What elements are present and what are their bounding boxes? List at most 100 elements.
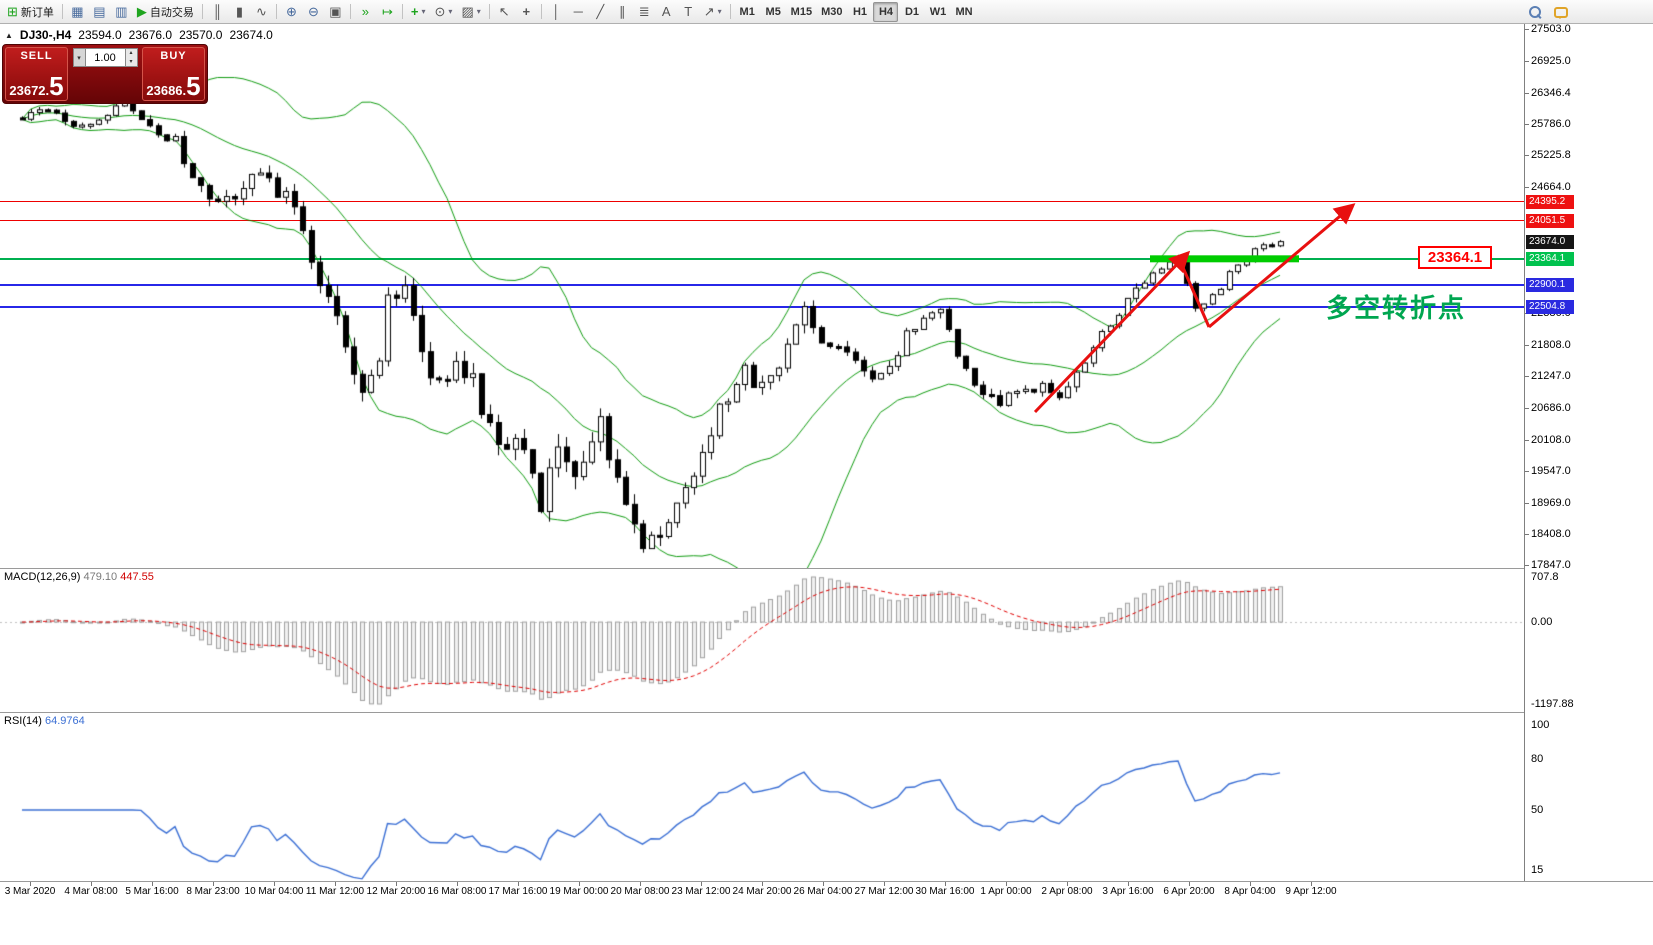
panel-separator[interactable] [0,568,1653,569]
market-watch-button[interactable]: ▤ [89,2,110,22]
market-watch-icon: ▤ [93,4,106,19]
price-scale-label: 27503.0 [1531,22,1571,35]
turning-point-annotation[interactable]: 多空转折点 [1326,293,1467,323]
spin-up-icon[interactable]: ▴ [129,50,133,56]
time-axis-label: 2 Apr 08:00 [1041,886,1093,897]
time-axis[interactable]: 3 Mar 2020 4 Mar 08:00 5 Mar 16:00 8 Mar 23… [0,881,1653,945]
bar-chart-button[interactable]: ║ [207,2,228,22]
scale-tick-mark [1525,407,1529,409]
periods-button[interactable]: ⊙ ▾ [431,2,457,22]
price-scale-label: 19547.0 [1531,464,1571,477]
scale-tick-mark [1525,503,1529,505]
crosshair-icon: + [522,4,531,19]
support-price-label[interactable]: 23364.1 [1418,246,1492,269]
time-tick-mark [1067,882,1068,886]
price-scale[interactable]: 27503.0 26925.0 26346.4 25786.0 25225.8 24664… [1524,22,1653,881]
toolbar-separator [540,4,542,19]
fibonacci-button[interactable]: ≣ [634,2,655,22]
channel-button[interactable]: ∥ [612,2,633,22]
price-badge: 23364.1 [1526,251,1574,266]
scale-tick-mark [1525,186,1529,188]
timeframe-button-m15[interactable]: M15 [787,2,816,22]
timeframe-button-m30[interactable]: M30 [817,2,846,22]
template-icon: ▨ [461,4,474,19]
zoom-in-button[interactable]: ⊕ [281,2,302,22]
time-axis-label: 16 Mar 08:00 [427,886,487,897]
timeframe-button-w1[interactable]: W1 [925,2,950,22]
chevron-down-icon: ▾ [448,7,453,16]
autotrading-button[interactable]: ▶ 自动交易 [133,2,198,22]
buy-price: 23686. 5 [146,71,201,101]
templates-button[interactable]: ▨ ▾ [457,2,484,22]
arrows-tool-button[interactable]: ↗ ▾ [700,2,726,22]
navigator-button[interactable]: ▥ [111,2,132,22]
timeframe-button-mn[interactable]: MN [951,2,976,22]
vertical-line-icon: │ [552,4,561,19]
label-tool-button[interactable]: T [678,2,699,22]
scale-tick-mark [1525,439,1529,441]
crosshair-button[interactable]: + [516,2,537,22]
tile-windows-button[interactable]: ▣ [325,2,346,22]
new-order-button[interactable]: ⊞ 新订单 [3,2,58,22]
timeframe-button-d1[interactable]: D1 [899,2,924,22]
buy-button[interactable]: BUY 23686. 5 [142,47,205,101]
scale-tick-mark [1525,28,1529,30]
vertical-line-button[interactable]: │ [546,2,567,22]
time-axis-label: 17 Mar 16:00 [488,886,548,897]
rsi-scale-label: 80 [1531,753,1544,765]
one-click-collapse-icon[interactable]: ▲ [5,30,13,40]
time-axis-label: 3 Mar 2020 [4,886,56,897]
timeframe-button-h1[interactable]: H1 [847,2,872,22]
search-icon[interactable] [1529,5,1542,19]
time-axis-label: 19 Mar 00:00 [549,886,609,897]
sell-button[interactable]: SELL 23672. 5 [5,47,68,101]
auto-scroll-button[interactable]: » [355,2,376,22]
text-tool-icon: A [661,4,671,19]
horizontal-line-icon: ─ [573,4,583,19]
trendline-button[interactable]: ╱ [590,2,611,22]
macd-label: MACD(12,26,9) 479.10 447.55 [4,571,154,583]
trendline-icon: ╱ [596,4,605,19]
charts-button[interactable]: ▦ [67,2,88,22]
price-badge: 23674.0 [1526,234,1574,249]
price-badge: 22504.8 [1526,299,1574,314]
scale-tick-mark [1525,376,1529,378]
panel-separator[interactable] [0,712,1653,713]
scale-tick-mark [1525,313,1529,315]
chart-header: ▲ DJ30-,H4 23594.0 23676.0 23570.0 23674… [5,28,273,42]
volume-input[interactable] [85,48,126,67]
time-axis-label: 11 Mar 12:00 [305,886,365,897]
cursor-button[interactable]: ↖ [494,2,515,22]
candlestick-chart-button[interactable]: ▮ [229,2,250,22]
macd-panel[interactable] [0,569,1524,712]
scale-tick-mark [1525,60,1529,62]
chart-shift-button[interactable]: ↦ [377,2,398,22]
toolbar-separator [401,4,403,19]
time-axis-label: 8 Mar 23:00 [186,886,240,897]
arrow-tool-icon: ↗ [703,4,715,19]
zoom-out-button[interactable]: ⊖ [303,2,324,22]
macd-scale-zero: 0.00 [1531,616,1553,629]
scale-tick-mark [1525,93,1529,95]
timeframe-button-m1[interactable]: M1 [735,2,760,22]
volume-preset-button[interactable]: ▾ [72,48,86,67]
line-chart-button[interactable]: ∿ [251,2,272,22]
rsi-panel[interactable] [0,713,1524,881]
time-tick-mark [30,882,31,886]
chart-shift-icon: ↦ [381,4,393,19]
timeframe-button-m5[interactable]: M5 [761,2,786,22]
chat-icon[interactable] [1554,6,1568,19]
spin-down-icon[interactable]: ▾ [129,58,133,65]
price-chart[interactable] [0,24,1524,568]
rsi-scale-label: 15 [1531,863,1544,876]
text-tool-button[interactable]: A [656,2,677,22]
auto-scroll-icon: » [361,4,370,19]
time-tick-mark [213,882,214,886]
chevron-down-icon: ▾ [421,7,426,16]
indicators-button[interactable]: + ▾ [407,2,430,22]
volume-spinner[interactable]: ▴ ▾ [125,48,138,67]
volume-control: ▾ ▴ ▾ [70,47,140,101]
timeframe-button-h4[interactable]: H4 [873,1,899,22]
horizontal-line-button[interactable]: ─ [568,2,589,22]
